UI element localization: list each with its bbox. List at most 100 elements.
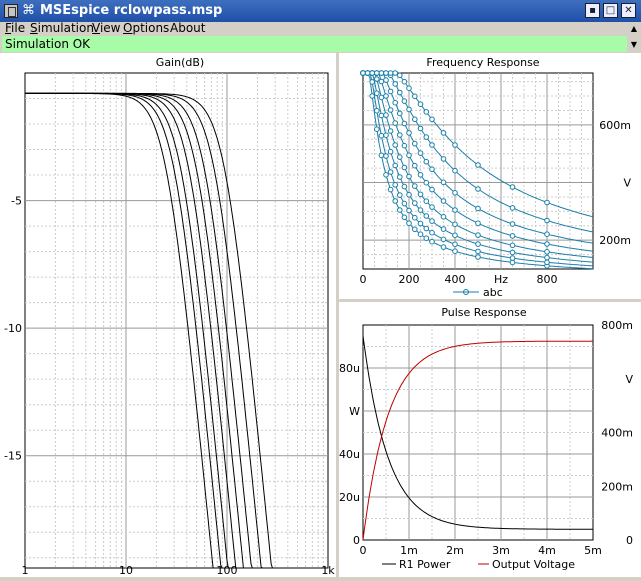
frequency-series-marker: [412, 162, 418, 169]
pulse-left-tick-label: 0: [353, 534, 360, 547]
pulse-grid: [363, 325, 593, 540]
frequency-series-marker: [412, 214, 418, 221]
frequency-series-marker: [429, 166, 435, 173]
frequency-series-marker: [440, 156, 447, 162]
frequency-series-marker: [452, 142, 458, 148]
frequency-series-marker: [374, 90, 380, 97]
pulse-x-tick-label: 5m: [584, 544, 602, 557]
frequency-series-marker: [374, 70, 380, 76]
gain-series-group: [25, 92, 273, 569]
maximize-button[interactable]: □: [603, 3, 618, 18]
window-title-bar[interactable]: ⌘ MSEspice rclowpass.msp ▪ □ ✕: [0, 0, 641, 22]
frequency-series-marker: [544, 249, 550, 255]
minimize-icon: ▪: [589, 5, 596, 16]
frequency-series-marker: [412, 140, 418, 147]
frequency-series-marker: [509, 221, 516, 227]
frequency-series-marker: [429, 218, 435, 224]
frequency-series-marker: [452, 207, 458, 213]
frequency-series-marker: [423, 109, 430, 115]
frequency-series-marker: [429, 116, 435, 123]
frequency-series-marker: [392, 142, 399, 148]
frequency-series-marker: [392, 81, 399, 87]
frequency-legend-label: abc: [483, 286, 503, 299]
frequency-series-marker: [412, 116, 418, 123]
frequency-series-marker: [374, 126, 380, 132]
pulse-right-tick-label: 800m: [601, 319, 633, 332]
scroll-down-icon[interactable]: ▼: [630, 40, 638, 49]
pulse-x-tick-label: 1m: [400, 544, 418, 557]
pulse-chart-title: Pulse Response: [441, 306, 527, 319]
gain-x-tick-label: 1k: [321, 564, 335, 577]
frequency-series-marker: [452, 232, 458, 239]
frequency-series-marker: [392, 120, 399, 126]
maximize-icon: □: [605, 5, 616, 16]
frequency-series-marker: [397, 110, 403, 117]
frequency-legend-marker: [463, 289, 469, 295]
status-scrollbar[interactable]: ▲ ▼: [627, 22, 641, 52]
gain-chart-background: [0, 53, 336, 577]
pulse-left-tick-label: 20u: [339, 491, 360, 504]
frequency-series-marker: [383, 93, 389, 99]
frequency-response-chart: Frequency Response 0 200 400 Hz 800 200m V 600m…: [339, 53, 641, 299]
frequency-series-marker: [475, 162, 481, 168]
pulse-legend-label-power: R1 Power: [399, 558, 451, 571]
frequency-series-marker: [509, 242, 516, 249]
frequency-series-marker: [452, 167, 458, 174]
frequency-series-marker: [401, 98, 408, 104]
window-menu-icon[interactable]: [4, 4, 18, 18]
frequency-series-marker: [412, 226, 418, 233]
frequency-series-marker: [423, 179, 430, 186]
frequency-series-marker: [401, 78, 408, 85]
frequency-series-marker: [387, 186, 394, 193]
frequency-series-marker: [429, 204, 435, 210]
frequency-series-marker: [475, 232, 481, 238]
gain-y-tick-label: -15: [4, 450, 22, 463]
pulse-right-tick-label: 0: [626, 534, 633, 547]
gain-y-tick-label: -10: [4, 322, 22, 335]
frequency-series-marker: [383, 112, 389, 118]
frequency-series-marker: [406, 191, 412, 198]
frequency-series-marker: [397, 207, 403, 213]
menu-file[interactable]: File: [5, 21, 26, 35]
frequency-series-marker: [452, 241, 458, 248]
menu-options[interactable]: Options: [123, 21, 170, 35]
frequency-series-marker: [383, 132, 389, 138]
frequency-series-marker: [509, 249, 516, 256]
scroll-up-icon[interactable]: ▲: [630, 24, 638, 33]
gain-plot-frame: [24, 72, 329, 569]
frequency-series-marker: [423, 134, 430, 140]
pulse-response-chart: Pulse Response 0 1m 2m 3m 4m 5m 0 20u 40u W 80u 0 20…: [339, 302, 641, 577]
frequency-series-marker: [378, 70, 385, 76]
frequency-series-marker: [412, 200, 418, 206]
gain-x-tick-label: 100: [217, 564, 238, 577]
gain-x-tick-label: 10: [119, 564, 133, 577]
frequency-series-marker: [378, 152, 385, 159]
frequency-series-marker: [397, 174, 403, 180]
menu-view[interactable]: View: [92, 21, 121, 35]
menu-simulation[interactable]: Simulation: [30, 21, 94, 35]
frequency-series-marker: [406, 106, 412, 113]
gain-series-line: [25, 92, 273, 569]
close-button[interactable]: ✕: [621, 3, 636, 18]
frequency-series-marker: [401, 200, 408, 207]
pin-icon[interactable]: ⌘: [22, 3, 35, 18]
gain-tick-labels: 1 10 100 1k -5 -10 -15: [4, 195, 335, 577]
frequency-series-marker: [397, 154, 403, 160]
pulse-x-tick-label: 4m: [538, 544, 556, 557]
menu-about[interactable]: About: [170, 21, 206, 35]
frequency-series-marker: [429, 229, 435, 236]
frequency-series-marker: [401, 183, 408, 190]
gain-y-tick-label: -5: [11, 195, 22, 208]
frequency-y-tick-label: 200m: [599, 234, 631, 247]
frequency-series-marker: [452, 221, 458, 228]
minimize-button[interactable]: ▪: [585, 3, 600, 18]
frequency-x-tick-label: 400: [445, 273, 466, 286]
frequency-series-marker: [452, 248, 458, 254]
pulse-x-tick-label: 0: [360, 544, 367, 557]
frequency-series-marker: [544, 217, 550, 224]
frequency-series-marker: [378, 78, 385, 85]
frequency-series-marker: [360, 70, 366, 76]
frequency-series-marker: [397, 192, 403, 198]
pulse-left-tick-label: 80u: [339, 362, 360, 375]
frequency-series-marker: [475, 220, 481, 226]
